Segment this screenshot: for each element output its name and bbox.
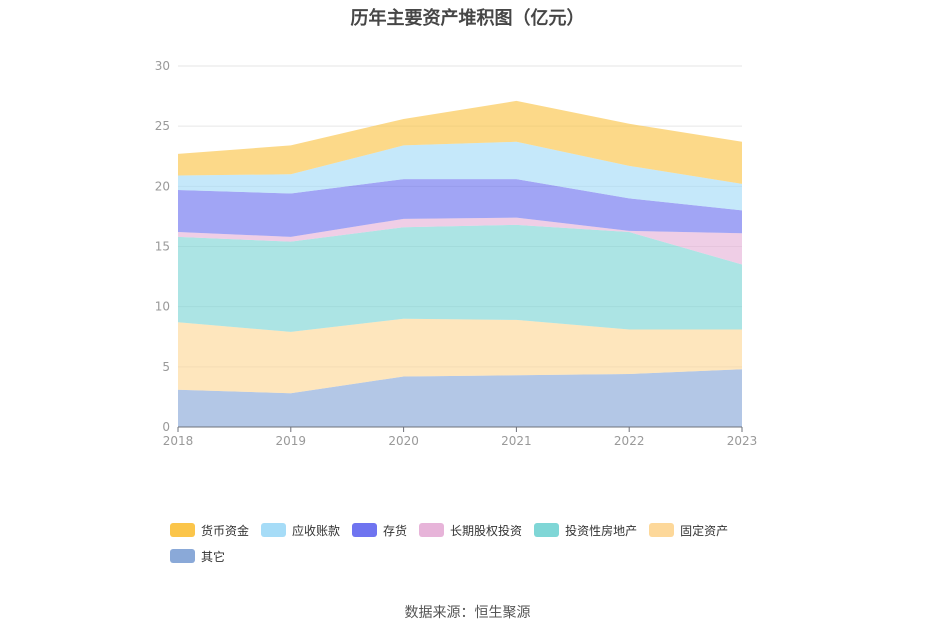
legend-item[interactable]: 其它	[170, 545, 225, 567]
legend-label: 其它	[201, 549, 226, 564]
x-tick-label: 2021	[501, 434, 532, 448]
chart-title: 历年主要资产堆积图（亿元）	[350, 8, 585, 29]
area-series-3[interactable]	[178, 217, 742, 265]
legend-swatch	[419, 523, 445, 537]
x-tick-label: 2019	[276, 434, 307, 448]
axis-layer: 0 5 10 15 20 25 30 2018 2019 2020 2021 2022 2023	[155, 59, 758, 448]
legend-swatch	[649, 523, 675, 537]
legend-swatch	[534, 523, 560, 537]
x-tick-label: 2023	[727, 434, 758, 448]
legend-swatch	[170, 549, 195, 563]
legend-label: 投资性房地产	[565, 523, 638, 538]
y-tick-label: 30	[155, 59, 170, 73]
legend-item[interactable]: 存货	[352, 519, 407, 541]
y-tick-label: 10	[155, 300, 170, 314]
legend-label: 固定资产	[680, 523, 729, 538]
legend-label: 长期股权投资	[450, 523, 523, 538]
legend-item[interactable]: 应收账款	[261, 519, 340, 541]
area-series-2[interactable]	[178, 224, 742, 332]
source-note: 数据来源：恒生聚源	[404, 605, 531, 621]
area-series-6[interactable]	[178, 100, 742, 184]
legend-item[interactable]: 固定资产	[649, 519, 728, 541]
legend-item[interactable]: 投资性房地产	[534, 519, 637, 541]
area-layer	[178, 100, 742, 427]
area-series-4[interactable]	[178, 179, 742, 237]
area-series-5[interactable]	[178, 141, 742, 211]
y-tick-label: 5	[162, 360, 170, 374]
x-tick-label: 2018	[163, 434, 194, 448]
legend: 货币资金 应收账款 存货 长期股权投资 投资性房地产 固定资产其它	[170, 519, 790, 571]
legend-swatch	[352, 523, 378, 537]
area-series-1[interactable]	[178, 318, 742, 394]
y-tick-label: 0	[162, 420, 170, 434]
legend-swatch	[261, 523, 287, 537]
legend-label: 应收账款	[292, 523, 341, 538]
y-tick-label: 20	[155, 179, 170, 193]
y-tick-label: 25	[155, 119, 170, 133]
x-tick-label: 2022	[614, 434, 645, 448]
y-tick-label: 15	[155, 240, 170, 254]
legend-swatch	[170, 523, 195, 537]
area-series-0[interactable]	[178, 369, 742, 427]
x-tick-label: 2020	[388, 434, 419, 448]
legend-item[interactable]: 长期股权投资	[419, 519, 522, 541]
legend-label: 货币资金	[201, 523, 250, 538]
legend-item[interactable]: 货币资金	[170, 519, 249, 541]
legend-label: 存货	[383, 523, 408, 538]
